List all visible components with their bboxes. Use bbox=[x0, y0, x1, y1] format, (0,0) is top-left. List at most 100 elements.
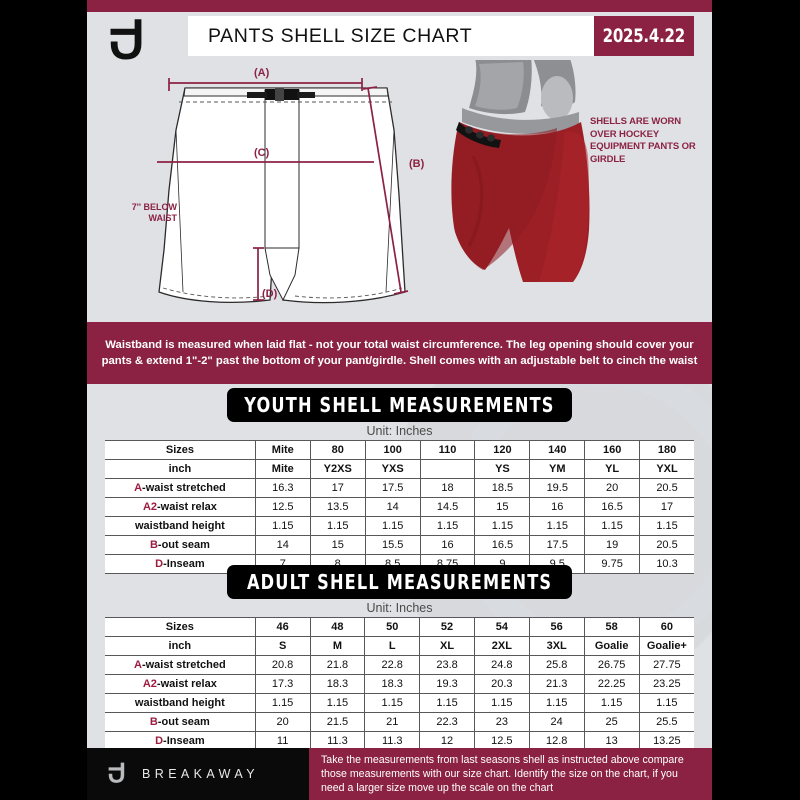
table-cell: 9.75 bbox=[584, 554, 641, 574]
table-cell: Mite bbox=[255, 459, 311, 479]
table-cell: 100 bbox=[365, 440, 421, 460]
table-cell: YXL bbox=[639, 459, 694, 479]
footer-brand-name: BREAKAWAY bbox=[142, 767, 259, 781]
table-cell: 19 bbox=[584, 535, 641, 555]
table-cell: 1.15 bbox=[419, 693, 475, 713]
table-cell: 25 bbox=[584, 712, 640, 732]
dim-label-c: (C) bbox=[254, 147, 270, 159]
table-cell: 16 bbox=[529, 497, 586, 517]
row-label: A2-waist relax bbox=[105, 497, 256, 517]
table-cell: 15 bbox=[310, 535, 366, 555]
table-cell: 11.3 bbox=[364, 731, 421, 751]
table-row: waistband height 1.15 1.15 1.15 1.15 1.15 1.15… bbox=[105, 693, 694, 713]
row-label: B-out seam bbox=[105, 712, 256, 732]
table-cell: 120 bbox=[474, 440, 531, 460]
table-cell: 1.15 bbox=[584, 693, 640, 713]
table-cell: 27.75 bbox=[639, 655, 694, 675]
breakaway-logo-icon-footer: Ե bbox=[107, 759, 127, 788]
table-cell: 48 bbox=[310, 617, 366, 637]
table-row: waistband height 1.15 1.15 1.15 1.15 1.15 1.15… bbox=[105, 516, 694, 536]
table-cell: M bbox=[310, 636, 366, 656]
table-cell: 15 bbox=[474, 497, 531, 517]
table-cell: 17.5 bbox=[365, 478, 421, 498]
row-label: D-Inseam bbox=[105, 554, 256, 574]
table-cell: 21.5 bbox=[310, 712, 366, 732]
table-cell: YM bbox=[529, 459, 586, 479]
table-cell: Y2XS bbox=[310, 459, 366, 479]
table-cell: YL bbox=[584, 459, 641, 479]
table-cell: 20.5 bbox=[639, 535, 694, 555]
table-cell: 15.5 bbox=[365, 535, 421, 555]
youth-section-title: YOUTH SHELL MEASUREMENTS bbox=[244, 393, 555, 417]
adult-section-header: ADULT SHELL MEASUREMENTS bbox=[227, 565, 572, 599]
row-label: Sizes bbox=[105, 617, 256, 637]
table-cell: 20.5 bbox=[639, 478, 694, 498]
table-cell: 1.15 bbox=[255, 693, 311, 713]
table-cell: YXS bbox=[365, 459, 421, 479]
table-cell: 20 bbox=[584, 478, 641, 498]
table-cell: XL bbox=[419, 636, 475, 656]
row-label: waistband height bbox=[105, 693, 256, 713]
row-label: inch bbox=[105, 459, 256, 479]
table-cell: 17.5 bbox=[529, 535, 586, 555]
table-row: A-waist stretched 16.3 17 17.5 18 18.5 19.5 20 2… bbox=[105, 478, 694, 498]
table-cell: 18.3 bbox=[364, 674, 421, 694]
table-cell: 14.5 bbox=[420, 497, 476, 517]
table-cell: L bbox=[364, 636, 421, 656]
table-cell: 160 bbox=[584, 440, 641, 460]
banner-text: Waistband is measured when laid flat - n… bbox=[101, 339, 698, 367]
measurement-instructions-banner: Waistband is measured when laid flat - n… bbox=[87, 322, 712, 384]
table-cell: S bbox=[255, 636, 311, 656]
table-cell: 1.15 bbox=[639, 516, 694, 536]
measurement-diagram: (A) (B) (C) (D) 7'' BELOW WAIST SHELLS A… bbox=[87, 56, 712, 322]
table-cell: 26.75 bbox=[584, 655, 640, 675]
table-cell: 23.25 bbox=[639, 674, 694, 694]
table-row: A2-waist relax 17.3 18.3 18.3 19.3 20.3 21.3 22… bbox=[105, 674, 694, 694]
table-cell: 21.3 bbox=[529, 674, 585, 694]
youth-table-wrap: Sizes Mite 80 100 110 120 140 160 180 inch Mite Y2X… bbox=[105, 440, 694, 574]
table-cell: 17.3 bbox=[255, 674, 311, 694]
adult-section-title: ADULT SHELL MEASUREMENTS bbox=[246, 570, 553, 594]
table-cell: 56 bbox=[529, 617, 585, 637]
table-row: B-out seam 14 15 15.5 16 16.5 17.5 19 20.5 bbox=[105, 535, 694, 555]
table-cell: 21.8 bbox=[310, 655, 366, 675]
pants-technical-drawing bbox=[157, 56, 590, 304]
table-cell: 19.5 bbox=[529, 478, 586, 498]
table-cell: 1.15 bbox=[474, 693, 530, 713]
table-cell: 52 bbox=[419, 617, 475, 637]
table-row: A-waist stretched 20.8 21.8 22.8 23.8 24.8 25.… bbox=[105, 655, 694, 675]
dim-label-b: (B) bbox=[409, 158, 425, 170]
size-chart-page: Ե PANTS SHELL SIZE CHART 2025.4.22 bbox=[87, 0, 712, 800]
table-cell: 20.8 bbox=[255, 655, 311, 675]
table-cell: 24 bbox=[529, 712, 585, 732]
youth-unit-label: Unit: Inches bbox=[366, 424, 433, 438]
page-footer: Ե BREAKAWAY Take the measurements from l… bbox=[87, 748, 712, 800]
table-row: D-Inseam 11 11.3 11.3 12 12.5 12.8 13 13.25 bbox=[105, 731, 694, 751]
table-cell: 58 bbox=[584, 617, 640, 637]
below-waist-label: 7'' BELOW WAIST bbox=[131, 202, 177, 223]
measurement-marker: A2 bbox=[142, 678, 157, 690]
table-cell: 140 bbox=[529, 440, 586, 460]
table-cell: 21 bbox=[364, 712, 421, 732]
table-cell: 20.3 bbox=[474, 674, 530, 694]
table-cell: 20 bbox=[255, 712, 311, 732]
table-cell: Goalie+ bbox=[639, 636, 694, 656]
table-cell: 2XL bbox=[474, 636, 530, 656]
row-label: A-waist stretched bbox=[105, 655, 256, 675]
table-cell: 16.5 bbox=[474, 535, 531, 555]
table-cell: 23 bbox=[474, 712, 530, 732]
measurement-marker: A bbox=[134, 659, 142, 671]
adult-table-wrap: Sizes 46 48 50 52 54 56 58 60 inch S M L XL 2XL 3XL Goal… bbox=[105, 617, 694, 751]
table-cell: 24.8 bbox=[474, 655, 530, 675]
table-cell: YS bbox=[474, 459, 531, 479]
table-cell: 18 bbox=[420, 478, 476, 498]
measurement-marker: D bbox=[155, 735, 164, 747]
table-cell: 1.15 bbox=[529, 693, 585, 713]
table-cell: 60 bbox=[639, 617, 694, 637]
adult-size-table: Sizes 46 48 50 52 54 56 58 60 inch S M L XL 2XL 3XL Goal… bbox=[105, 617, 694, 751]
table-cell: 1.15 bbox=[365, 516, 421, 536]
product-photo bbox=[451, 56, 590, 282]
youth-size-table: Sizes Mite 80 100 110 120 140 160 180 inch Mite Y2X… bbox=[105, 440, 694, 574]
measurement-marker: B bbox=[149, 716, 158, 728]
measurement-marker: B bbox=[149, 539, 158, 551]
